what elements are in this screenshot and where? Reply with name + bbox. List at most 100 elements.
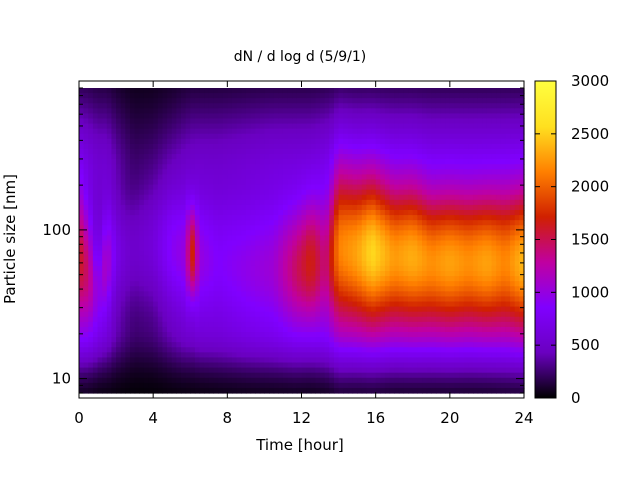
heatmap-cell: [162, 362, 168, 369]
heatmap-cell: [398, 199, 405, 206]
heatmap-cell: [208, 108, 215, 115]
heatmap-cell: [185, 108, 191, 115]
heatmap-cell: [236, 103, 242, 109]
heatmap-cell: [199, 108, 205, 115]
heatmap-cell: [129, 220, 136, 226]
heatmap-cell: [287, 316, 293, 323]
heatmap-cell: [435, 301, 442, 308]
heatmap-cell: [287, 367, 293, 374]
heatmap-cell: [213, 138, 219, 145]
heatmap-cell: [88, 306, 94, 313]
heatmap-cell: [167, 194, 173, 201]
heatmap-cell: [431, 316, 437, 323]
heatmap-cell: [143, 154, 150, 160]
heatmap-cell: [213, 245, 219, 252]
heatmap-cell: [287, 159, 293, 165]
heatmap-cell: [375, 260, 381, 267]
heatmap-cell: [426, 357, 432, 364]
heatmap-cell: [106, 326, 113, 333]
heatmap-cell: [171, 372, 177, 379]
heatmap-cell: [329, 215, 335, 221]
heatmap-cell: [352, 235, 358, 242]
heatmap-cell: [343, 133, 349, 140]
heatmap-cell: [398, 225, 405, 231]
heatmap-cell: [106, 250, 113, 257]
heatmap-cell: [380, 138, 386, 145]
heatmap-cell: [454, 93, 460, 99]
heatmap-cell: [352, 301, 358, 308]
heatmap-cell: [236, 286, 242, 292]
heatmap-cell: [222, 260, 228, 267]
heatmap-cell: [204, 184, 210, 191]
heatmap-cell: [250, 332, 256, 338]
heatmap-cell: [120, 296, 126, 303]
heatmap-cell: [301, 230, 307, 237]
heatmap-cell: [116, 220, 122, 226]
heatmap-cell: [227, 235, 233, 242]
heatmap-cell: [333, 301, 340, 308]
heatmap-cell: [338, 311, 344, 318]
heatmap-cell: [213, 118, 219, 125]
heatmap-cell: [148, 265, 154, 272]
heatmap-cell: [445, 245, 451, 252]
heatmap-cell: [199, 321, 205, 328]
heatmap-cell: [139, 220, 145, 226]
heatmap-cell: [129, 301, 136, 308]
heatmap-cell: [338, 138, 344, 145]
heatmap-cell: [315, 271, 321, 277]
heatmap-cell: [116, 250, 122, 257]
heatmap-cell: [347, 194, 354, 201]
heatmap-cell: [431, 337, 437, 343]
heatmap-cell: [129, 174, 136, 181]
heatmap-cell: [218, 210, 224, 216]
heatmap-cell: [273, 291, 279, 298]
heatmap-cell: [403, 337, 409, 343]
heatmap-cell: [120, 301, 126, 308]
heatmap-cell: [329, 184, 335, 191]
heatmap-cell: [431, 377, 437, 384]
heatmap-cell: [139, 296, 145, 303]
heatmap-cell: [333, 108, 340, 115]
heatmap-cell: [176, 347, 182, 353]
heatmap-cell: [102, 255, 108, 262]
heatmap-cell: [384, 98, 391, 104]
heatmap-cell: [287, 149, 293, 155]
heatmap-cell: [111, 98, 117, 104]
heatmap-cell: [315, 296, 321, 303]
heatmap-cell: [287, 286, 293, 292]
heatmap-cell: [167, 352, 173, 359]
heatmap-cell: [218, 169, 224, 176]
heatmap-cell: [236, 88, 242, 94]
heatmap-cell: [139, 189, 145, 196]
heatmap-cell: [134, 306, 140, 313]
heatmap-cell: [366, 240, 372, 247]
heatmap-cell: [97, 326, 103, 333]
heatmap-cell: [83, 372, 89, 379]
heatmap-cell: [463, 98, 469, 104]
heatmap-cell: [357, 128, 363, 135]
heatmap-cell: [264, 149, 270, 155]
heatmap-cell: [380, 154, 386, 160]
heatmap-cell: [264, 235, 270, 242]
heatmap-cell: [384, 194, 391, 201]
heatmap-cell: [218, 342, 224, 348]
heatmap-cell: [241, 301, 247, 308]
heatmap-cell: [241, 220, 247, 226]
heatmap-cell: [394, 220, 400, 226]
heatmap-cell: [343, 98, 349, 104]
heatmap-cell: [167, 128, 173, 135]
heatmap-cell: [459, 235, 465, 242]
heatmap-cell: [231, 311, 238, 318]
heatmap-cell: [245, 342, 252, 348]
heatmap-cell: [361, 271, 367, 277]
heatmap-cell: [153, 265, 159, 272]
heatmap-cell: [398, 291, 405, 298]
heatmap-cell: [139, 108, 145, 115]
heatmap-cell: [134, 220, 140, 226]
heatmap-cell: [102, 230, 108, 237]
heatmap-cell: [440, 342, 446, 348]
heatmap-cell: [431, 210, 437, 216]
heatmap-cell: [199, 255, 205, 262]
heatmap-cell: [199, 281, 205, 287]
heatmap-cell: [408, 367, 414, 374]
